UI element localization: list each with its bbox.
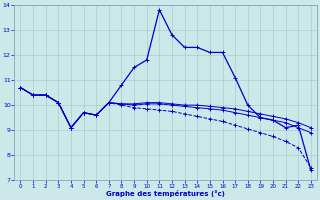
X-axis label: Graphe des températures (°c): Graphe des températures (°c) (106, 190, 225, 197)
